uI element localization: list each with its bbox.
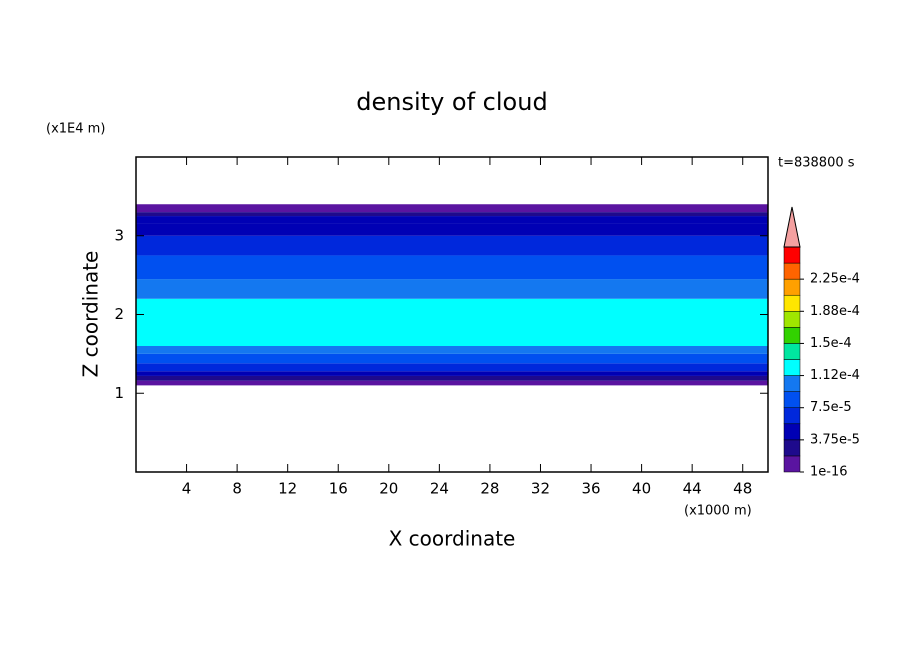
x-tick-label: 16	[329, 480, 348, 498]
chart-title: density of cloud	[356, 88, 547, 116]
colorbar-swatch	[783, 423, 801, 441]
colorbar-swatch	[783, 262, 801, 280]
y-tick-label: 3	[114, 226, 124, 244]
colorbar-swatch	[783, 375, 801, 392]
contour-band	[136, 298, 768, 346]
colorbar-tick-label: 3.75e-5	[810, 432, 860, 447]
contour-band	[136, 212, 768, 217]
colorbar-swatch	[783, 343, 801, 360]
colorbar-swatch	[783, 407, 801, 425]
colorbar-swatch	[783, 294, 801, 312]
colorbar-swatch	[783, 327, 801, 344]
contour-band	[136, 346, 768, 354]
time-label: t=838800 s	[778, 156, 855, 171]
colorbar-swatch	[783, 455, 801, 473]
x-tick-label: 8	[232, 480, 242, 498]
y-unit: (x1E4 m)	[46, 122, 105, 137]
x-tick-label: 24	[430, 480, 449, 498]
colorbar-swatch	[783, 439, 801, 457]
y-tick-label: 1	[114, 384, 124, 402]
colorbar-swatch	[783, 311, 801, 328]
x-tick-label: 4	[182, 480, 192, 498]
x-tick-label: 36	[581, 480, 600, 498]
colorbar-tick-label: 1.88e-4	[810, 304, 860, 319]
contour-band	[136, 235, 768, 256]
colorbar-swatch	[783, 359, 801, 376]
contour-band	[136, 279, 768, 299]
contour-band	[136, 363, 768, 372]
contour-band	[136, 375, 768, 381]
contour-band	[136, 223, 768, 236]
colorbar-tick-label: 1.12e-4	[810, 368, 860, 383]
colorbar-swatch	[783, 246, 801, 264]
contour-band	[136, 371, 768, 376]
x-tick-label: 48	[733, 480, 752, 498]
x-tick-label: 28	[480, 480, 499, 498]
contour-band	[136, 216, 768, 224]
contour-band	[136, 255, 768, 280]
colorbar-tick-label: 7.5e-5	[810, 400, 852, 415]
colorbar-extension	[783, 206, 801, 248]
x-tick-label: 32	[531, 480, 550, 498]
colorbar-tick-label: 2.25e-4	[810, 272, 860, 287]
x-tick-label: 20	[379, 480, 398, 498]
contour-band	[136, 204, 768, 213]
colorbar-swatch	[783, 278, 801, 296]
colorbar-tick-label: 1e-16	[810, 465, 848, 480]
contour-band	[136, 353, 768, 364]
y-axis-title: Z coordinate	[79, 251, 103, 378]
y-tick-label: 2	[114, 305, 124, 323]
x-unit: (x1000 m)	[684, 504, 752, 519]
x-axis-title: X coordinate	[389, 527, 516, 551]
colorbar-tick-label: 1.5e-4	[810, 336, 852, 351]
x-tick-label: 40	[632, 480, 651, 498]
x-tick-label: 44	[683, 480, 702, 498]
x-tick-label: 12	[278, 480, 297, 498]
colorbar-swatch	[783, 391, 801, 408]
contour-band	[136, 380, 768, 386]
